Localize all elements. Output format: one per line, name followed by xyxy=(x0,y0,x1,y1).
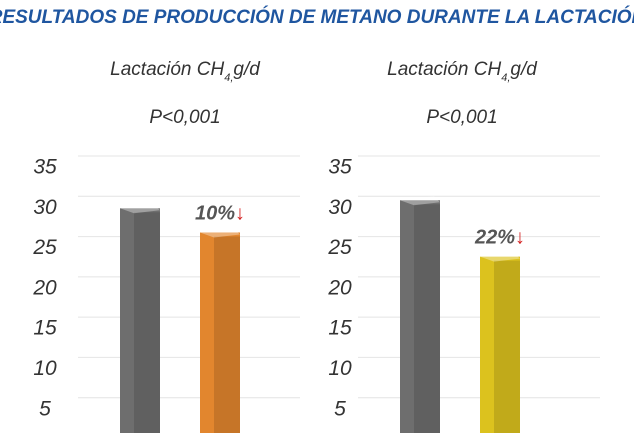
annotation-text: 10% xyxy=(195,203,235,225)
bar-top xyxy=(200,228,240,238)
y-tick-label: 30 xyxy=(33,196,57,219)
y-tick-label: 5 xyxy=(334,397,346,420)
bar-shade xyxy=(494,260,520,433)
y-tick-label: 10 xyxy=(33,357,57,380)
bar-shade xyxy=(414,204,440,433)
p-value: P<0,001 xyxy=(149,107,220,128)
bar xyxy=(400,200,440,433)
bar-top xyxy=(120,204,160,214)
y-tick-label: 20 xyxy=(327,276,352,299)
y-tick-label: 35 xyxy=(33,156,57,179)
y-tick-label: 25 xyxy=(32,236,57,259)
chart-title: RESULTADOS DE PRODUCCIÓN DE METANO DURAN… xyxy=(0,6,634,28)
subtitle: Lactación CH4,g/d xyxy=(387,59,538,84)
y-tick-label: 10 xyxy=(328,357,352,380)
bar-top xyxy=(400,196,440,206)
annotation-arrow: ↓ xyxy=(515,227,525,249)
y-tick-label: 25 xyxy=(327,236,352,259)
subtitle-subscript: 4, xyxy=(224,72,233,84)
y-tick-label: 15 xyxy=(33,317,57,340)
y-tick-label: 5 xyxy=(39,397,51,420)
bar-top xyxy=(480,252,520,262)
annotation: 10%↓ xyxy=(195,203,245,225)
annotation-arrow: ↓ xyxy=(235,203,245,225)
annotation: 22%↓ xyxy=(474,227,525,249)
bar-shade xyxy=(214,236,240,433)
subtitle: Lactación CH4,g/d xyxy=(110,59,261,84)
y-tick-label: 15 xyxy=(328,317,352,340)
p-value: P<0,001 xyxy=(426,107,497,128)
bar xyxy=(200,232,240,433)
y-tick-label: 35 xyxy=(328,156,352,179)
bar xyxy=(480,256,520,433)
bar-shade xyxy=(134,212,160,433)
subtitle-text: Lactación CH xyxy=(387,59,501,80)
y-tick-label: 20 xyxy=(32,276,57,299)
subtitle-subscript: 4, xyxy=(501,72,510,84)
subtitle-unit: g/d xyxy=(510,59,538,80)
subtitle-unit: g/d xyxy=(233,59,261,80)
y-tick-label: 30 xyxy=(328,196,352,219)
subtitle-text: Lactación CH xyxy=(110,59,224,80)
bar xyxy=(120,208,160,433)
annotation-text: 22% xyxy=(474,227,515,249)
